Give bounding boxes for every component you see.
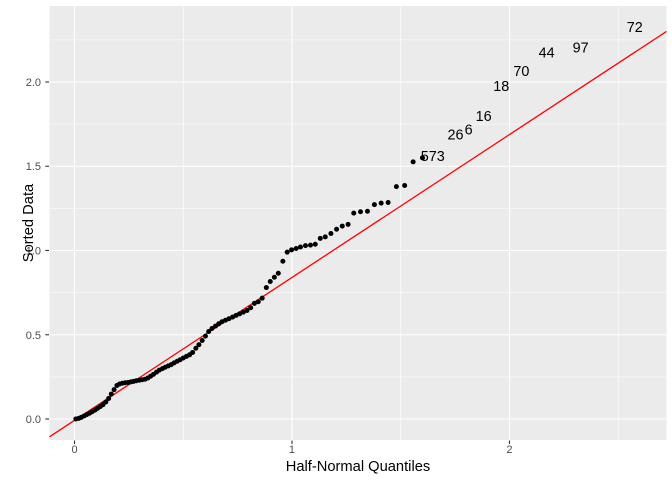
y-axis-title: Sorted Data bbox=[21, 183, 37, 262]
x-tick-label: 1 bbox=[289, 444, 295, 456]
data-point bbox=[334, 226, 340, 232]
data-point bbox=[297, 244, 303, 250]
point-label: 18 bbox=[493, 79, 509, 95]
data-point bbox=[244, 307, 250, 313]
plot-panel bbox=[49, 6, 667, 440]
data-point bbox=[251, 300, 257, 306]
data-point bbox=[108, 391, 114, 397]
data-point bbox=[410, 159, 416, 165]
data-point bbox=[267, 279, 273, 285]
data-point bbox=[322, 234, 328, 240]
data-point bbox=[103, 399, 109, 405]
x-axis-title: Half-Normal Quantiles bbox=[286, 459, 430, 475]
y-tick-label: 1.5 bbox=[26, 161, 41, 173]
data-point bbox=[106, 395, 112, 401]
data-point bbox=[248, 305, 254, 311]
data-point bbox=[280, 258, 286, 264]
y-tick-label: 2.0 bbox=[26, 77, 41, 89]
data-point bbox=[275, 270, 281, 276]
point-label: 70 bbox=[513, 64, 529, 80]
data-point bbox=[371, 202, 377, 208]
data-point bbox=[255, 299, 261, 305]
data-point bbox=[293, 245, 299, 251]
data-point bbox=[307, 242, 313, 248]
data-point bbox=[271, 274, 277, 280]
data-point bbox=[289, 247, 295, 253]
point-label: 16 bbox=[476, 109, 492, 125]
data-point bbox=[385, 199, 391, 205]
data-point bbox=[364, 208, 370, 214]
data-point bbox=[284, 249, 290, 255]
point-label: 573 bbox=[421, 149, 445, 165]
data-point bbox=[206, 329, 212, 335]
reference-line bbox=[49, 30, 667, 438]
data-point bbox=[378, 200, 384, 206]
data-point bbox=[419, 155, 425, 161]
data-point bbox=[328, 230, 334, 236]
data-point bbox=[339, 223, 345, 229]
data-point bbox=[190, 349, 196, 355]
point-label: 26 bbox=[448, 127, 464, 143]
data-point bbox=[202, 333, 208, 339]
point-label: 44 bbox=[539, 46, 555, 62]
data-point bbox=[199, 337, 205, 343]
data-point bbox=[317, 235, 323, 241]
y-tick-label: 0.0 bbox=[26, 414, 41, 426]
data-point bbox=[402, 182, 408, 188]
y-tick-label: 0.5 bbox=[26, 330, 41, 342]
point-label: 72 bbox=[627, 20, 643, 36]
data-point bbox=[312, 241, 318, 247]
point-label: 6 bbox=[465, 122, 473, 138]
data-point bbox=[302, 243, 308, 249]
data-point bbox=[358, 209, 364, 215]
x-tick-label: 0 bbox=[71, 444, 77, 456]
x-tick-label: 2 bbox=[506, 444, 512, 456]
data-point bbox=[263, 285, 269, 291]
data-point bbox=[351, 210, 357, 216]
data-point bbox=[193, 345, 199, 351]
y-tick-label: 1.0 bbox=[26, 245, 41, 257]
point-label: 97 bbox=[573, 40, 589, 56]
data-point bbox=[345, 221, 351, 227]
data-point bbox=[111, 387, 117, 393]
data-point bbox=[393, 184, 399, 190]
data-point bbox=[259, 295, 265, 301]
data-point bbox=[196, 342, 202, 348]
